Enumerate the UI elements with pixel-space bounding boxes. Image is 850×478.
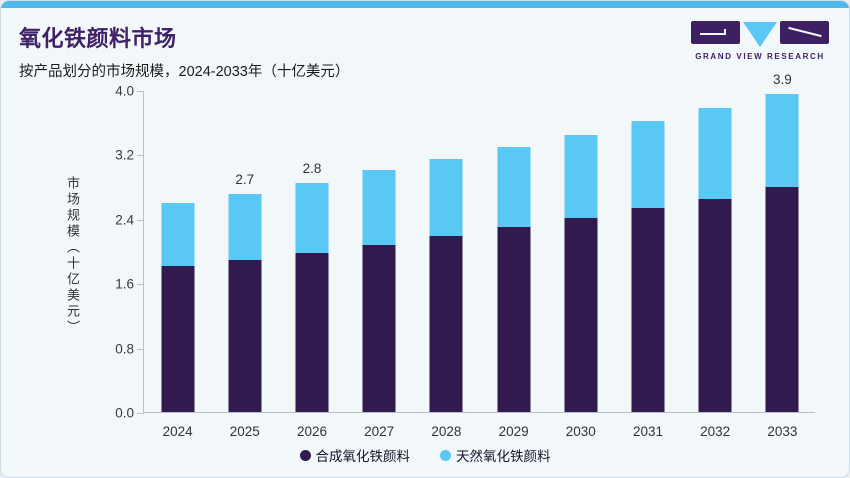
- stacked-bar: [429, 159, 463, 412]
- bar-value-label: 2.8: [302, 161, 322, 177]
- logo-text: GRAND VIEW RESEARCH: [695, 52, 825, 61]
- bar-segment-natural: [429, 159, 463, 236]
- logo-letter-v-icon: [743, 22, 777, 47]
- stacked-bar: [564, 135, 598, 412]
- stacked-bar: [295, 183, 329, 412]
- bar-segment-synthetic: [161, 265, 195, 412]
- x-axis-label: 2030: [565, 424, 596, 439]
- bar-value-label: 3.9: [773, 72, 792, 88]
- y-tick-label: 2.4: [115, 212, 134, 228]
- gvr-logo: GRAND VIEW RESEARCH: [691, 21, 829, 61]
- y-tick-label: 0.0: [115, 405, 134, 421]
- bar-column-2028: 2028: [413, 91, 480, 439]
- bar-column-2025: 2.7 2025: [211, 91, 278, 439]
- bar-column-2026: 2.8 2026: [278, 91, 345, 439]
- bar-segment-synthetic: [765, 187, 799, 412]
- bar-segment-natural: [295, 183, 329, 254]
- stacked-bar: [362, 169, 396, 412]
- bar-segment-natural: [564, 135, 598, 218]
- legend-item-natural: 天然氧化铁颜料: [440, 445, 551, 465]
- stacked-bar: [228, 193, 262, 412]
- y-tick-mark: [137, 155, 144, 157]
- bar-segment-natural: [161, 202, 195, 266]
- stacked-bar: [765, 94, 799, 412]
- chart-legend: 合成氧化铁颜料 天然氧化铁颜料: [1, 445, 849, 465]
- bar-segment-synthetic: [564, 218, 598, 412]
- chart-subtitle: 按产品划分的市场规模，2024-2033年（十亿美元）: [19, 64, 350, 80]
- bar-column-2027: 2027: [346, 91, 413, 439]
- stacked-bar: [631, 121, 665, 412]
- bar-segment-natural: [228, 193, 262, 260]
- y-tick-label: 4.0: [115, 83, 134, 99]
- y-tick-mark: [137, 348, 144, 350]
- x-axis-label: 2032: [700, 424, 731, 439]
- bar-segment-natural: [698, 107, 732, 199]
- bar-segment-synthetic: [228, 259, 262, 412]
- y-tick-mark: [137, 413, 144, 414]
- legend-item-synthetic: 合成氧化铁颜料: [299, 445, 411, 465]
- y-tick-mark: [137, 91, 144, 92]
- bar-column-2033: 3.9 2033: [749, 72, 816, 439]
- header: 氧化铁颜料市场 按产品划分的市场规模，2024-2033年（十亿美元）: [19, 21, 349, 81]
- bar-segment-natural: [362, 169, 396, 245]
- logo-letter-g-icon: [691, 21, 740, 44]
- legend-label: 天然氧化铁颜料: [456, 449, 551, 464]
- y-axis-title: 市场规模（十亿美元）: [65, 176, 80, 336]
- stacked-bar: [161, 202, 195, 412]
- x-axis-label: 2029: [498, 424, 529, 439]
- stacked-bar: [497, 147, 531, 412]
- bar-column-2024: 2024: [144, 91, 211, 439]
- legend-label: 合成氧化铁颜料: [315, 449, 411, 464]
- bar-segment-synthetic: [295, 253, 329, 412]
- bar-segment-synthetic: [631, 208, 665, 412]
- x-axis-label: 2027: [364, 424, 395, 439]
- legend-dot-icon: [440, 449, 451, 461]
- x-axis-label: 2033: [767, 424, 798, 439]
- stacked-bar: [698, 107, 732, 412]
- y-tick-label: 3.2: [115, 147, 134, 163]
- y-tick-label: 1.6: [115, 276, 134, 292]
- bar-segment-natural: [497, 147, 531, 227]
- bar-column-2032: 2032: [682, 91, 749, 439]
- bar-segment-natural: [631, 121, 665, 209]
- legend-dot-icon: [299, 449, 311, 461]
- bar-segment-synthetic: [362, 244, 396, 412]
- bar-column-2030: 2030: [547, 91, 614, 439]
- bar-value-label: 2.7: [235, 171, 255, 187]
- accent-top-bar: [1, 1, 849, 8]
- x-axis-label: 2031: [632, 424, 663, 439]
- x-axis-label: 2028: [431, 424, 462, 439]
- gvr-logo-marks: [691, 21, 829, 47]
- x-axis-label: 2024: [162, 424, 193, 439]
- bar-column-2031: 2031: [614, 91, 681, 439]
- plot-area: 0.0 0.8 1.6 2.4 3.2 4.0 2024 2.7 2025 2.8 2026 2027…: [115, 72, 816, 439]
- x-axis-label: 2025: [229, 424, 260, 439]
- bar-segment-synthetic: [429, 235, 463, 412]
- page-title: 氧化铁颜料市场: [19, 26, 177, 51]
- x-axis-label: 2026: [296, 424, 327, 439]
- bar-segment-natural: [765, 94, 799, 188]
- logo-letter-r-icon: [780, 21, 829, 44]
- bar-segment-synthetic: [698, 198, 732, 412]
- y-tick-mark: [137, 284, 144, 286]
- bar-column-2029: 2029: [480, 91, 547, 439]
- y-tick-mark: [137, 219, 144, 221]
- bar-segment-synthetic: [497, 226, 531, 412]
- y-tick-label: 0.8: [115, 341, 134, 357]
